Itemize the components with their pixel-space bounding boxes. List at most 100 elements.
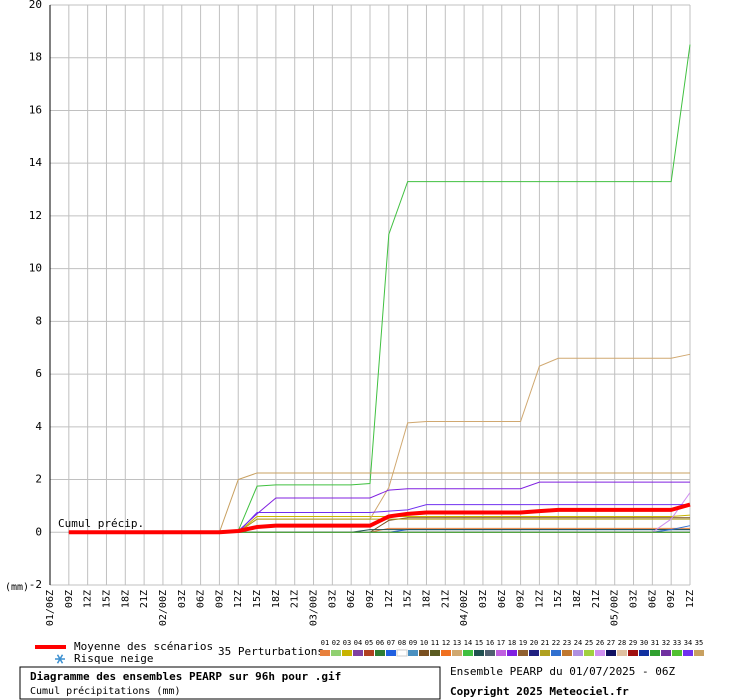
legend-label: 04: [354, 639, 362, 647]
footer-box: [19, 666, 441, 700]
y-tick-label: 10: [29, 262, 42, 275]
y-tick-label: 16: [29, 103, 42, 116]
legend-label: 33: [673, 639, 681, 647]
legend-swatch: [529, 650, 539, 656]
x-tick-label: 12Z: [384, 590, 395, 608]
legend-label: 28: [618, 639, 626, 647]
perturbations-label: 35 Perturbations: [218, 645, 324, 658]
legend-swatch: [507, 650, 517, 656]
legend-label: 26: [596, 639, 604, 647]
x-tick-label: 06Z: [497, 590, 508, 608]
legend-label: 27: [607, 639, 615, 647]
legend-label: 07: [387, 639, 395, 647]
legend-label: 11: [431, 639, 439, 647]
x-tick-label: 03Z: [327, 590, 338, 608]
x-tick-label: 06Z: [647, 590, 658, 608]
x-tick-label: 21Z: [440, 590, 451, 608]
mean-line: [68, 502, 691, 535]
legend-label: 25: [585, 639, 593, 647]
legend-label: 31: [651, 639, 659, 647]
legend-swatch: [320, 650, 330, 656]
legend-swatch: [419, 650, 429, 656]
legend-label: 10: [420, 639, 428, 647]
legend-swatch: [606, 650, 616, 656]
legend-swatch: [485, 650, 495, 656]
legend-label: 32: [662, 639, 670, 647]
y-tick-label: 4: [35, 420, 42, 433]
legend-swatch: [694, 650, 704, 656]
x-tick-label: 18Z: [572, 590, 583, 608]
legend-swatch: [518, 650, 528, 656]
x-tick-label: 09Z: [214, 590, 225, 608]
legend-swatch: [496, 650, 506, 656]
legend-label: 30: [640, 639, 648, 647]
y-tick-label: -2: [29, 578, 42, 591]
footer-title: Diagramme des ensembles PEARP sur 96h po…: [30, 670, 341, 683]
legend-label: 35: [695, 639, 703, 647]
legend-label: 06: [376, 639, 384, 647]
y-tick-label: 6: [35, 367, 42, 380]
legend-swatch: [562, 650, 572, 656]
legend-swatch: [441, 650, 451, 656]
mean-legend-label: Moyenne des scénarios: [74, 640, 213, 653]
legend-label: 05: [365, 639, 373, 647]
y-tick-label: 12: [29, 209, 42, 222]
legend-swatch: [672, 650, 682, 656]
x-tick-label: 09Z: [365, 590, 376, 608]
legend-label: 15: [475, 639, 483, 647]
legend-label: 23: [563, 639, 571, 647]
legend-swatch: [375, 650, 385, 656]
x-tick-label: 12Z: [534, 590, 545, 608]
x-tick-label: 15Z: [101, 590, 112, 608]
legend-swatch: [650, 650, 660, 656]
legend-swatch: [342, 650, 352, 656]
x-tick-label: 15Z: [403, 590, 414, 608]
legend-label: 24: [574, 639, 582, 647]
legend-label: 17: [497, 639, 505, 647]
legend-label: 18: [508, 639, 516, 647]
x-tick-label: 03Z: [629, 590, 640, 608]
legend-swatch: [617, 650, 627, 656]
legend-label: 29: [629, 639, 637, 647]
x-tick-label: 09Z: [516, 590, 527, 608]
legend-swatch: [452, 650, 462, 656]
x-tick-label: 18Z: [421, 590, 432, 608]
x-tick-label: 12Z: [685, 590, 696, 608]
legend-label: 12: [442, 639, 450, 647]
legend-label: 19: [519, 639, 527, 647]
x-tick-label: 03/00Z: [309, 590, 320, 626]
legend-label: 22: [552, 639, 560, 647]
x-tick-label: 21Z: [591, 590, 602, 608]
legend-label: 08: [398, 639, 406, 647]
x-tick-label: 18Z: [120, 590, 131, 608]
footer-subtitle: Cumul précipitations (mm): [30, 685, 181, 697]
y-tick-label: 2: [35, 473, 42, 486]
y-tick-label: 0: [35, 525, 42, 538]
x-tick-label: 18Z: [271, 590, 282, 608]
footer-copyright: Copyright 2025 Meteociel.fr: [450, 685, 629, 698]
legend-label: 03: [343, 639, 351, 647]
legend-swatch: [683, 650, 693, 656]
legend-label: 14: [464, 639, 472, 647]
y-tick-label: 20: [29, 0, 42, 11]
legend-label: 34: [684, 639, 692, 647]
legend-swatch: [639, 650, 649, 656]
y-tick-label: 18: [29, 51, 42, 64]
x-tick-label: 15Z: [553, 590, 564, 608]
x-tick-label: 04/00Z: [459, 590, 470, 626]
y-axis-label: (mm): [5, 582, 29, 593]
annotation: Cumul précip.: [58, 517, 144, 530]
legend-swatch: [661, 650, 671, 656]
snow-legend-label: Risque neige: [74, 652, 153, 665]
legend-label: 20: [530, 639, 538, 647]
legend-label: 21: [541, 639, 549, 647]
legend-label: 16: [486, 639, 494, 647]
x-tick-label: 09Z: [64, 590, 75, 608]
legend-label: 13: [453, 639, 461, 647]
legend-swatch: [540, 650, 550, 656]
x-tick-label: 05/00Z: [610, 590, 621, 626]
perturbation-legend: 01 02 03 04 05 06 07 08 09 10 11 12 13 14 15 16 17 18 19 20…: [320, 639, 704, 657]
legend-swatch: [628, 650, 638, 656]
y-tick-label: 14: [29, 156, 43, 169]
